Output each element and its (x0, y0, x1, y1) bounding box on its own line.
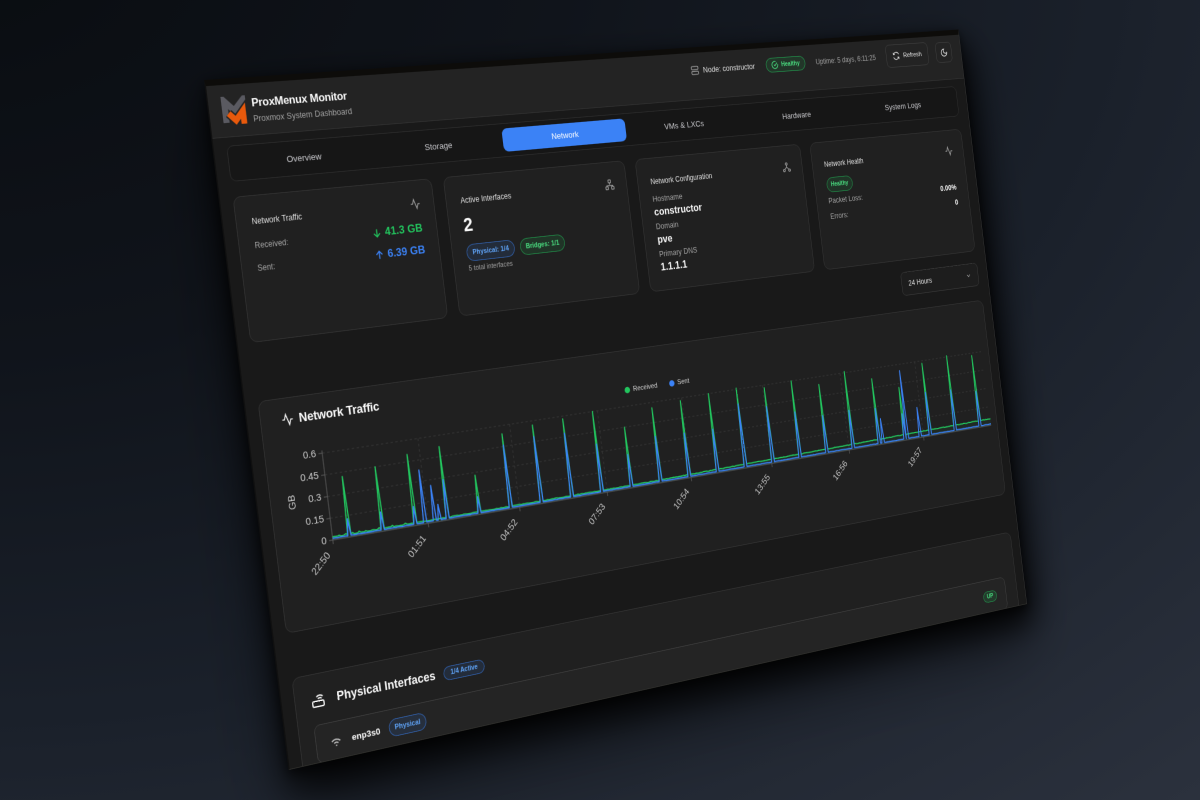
svg-text:07:53: 07:53 (587, 502, 607, 527)
svg-text:16:56: 16:56 (832, 459, 850, 483)
svg-text:0.45: 0.45 (300, 471, 320, 485)
svg-text:0.15: 0.15 (305, 514, 325, 528)
svg-text:0.3: 0.3 (308, 492, 323, 505)
svg-text:01:51: 01:51 (407, 533, 429, 560)
svg-text:GB: GB (287, 494, 299, 511)
svg-text:13:55: 13:55 (754, 473, 773, 497)
svg-text:19:57: 19:57 (907, 446, 924, 469)
svg-text:22:50: 22:50 (310, 550, 333, 577)
svg-text:04:52: 04:52 (499, 517, 520, 543)
svg-text:0.6: 0.6 (302, 449, 317, 462)
svg-text:0: 0 (321, 536, 328, 548)
svg-text:10:54: 10:54 (672, 487, 691, 512)
